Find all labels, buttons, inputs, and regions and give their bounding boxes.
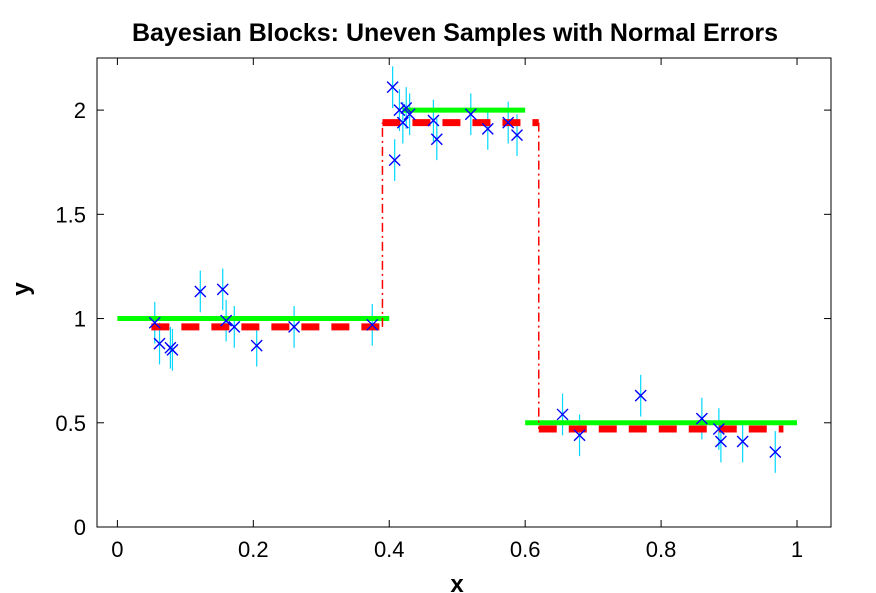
data-point	[366, 318, 379, 331]
data-point	[396, 116, 409, 129]
data-point	[430, 133, 443, 146]
data-point	[736, 435, 749, 448]
y-axis-label: y	[8, 282, 35, 296]
data-point-stroke	[400, 102, 413, 115]
data-point	[388, 154, 401, 167]
data-point	[556, 408, 569, 421]
data-point	[148, 316, 161, 329]
data-point	[634, 389, 647, 402]
data-point	[481, 122, 494, 135]
data-point-stroke	[216, 283, 229, 296]
data-point	[695, 412, 708, 425]
data-point-stroke	[573, 429, 586, 442]
data-point-stroke	[366, 318, 379, 331]
axes-box	[96, 57, 832, 528]
plot-area	[117, 66, 798, 473]
data-point	[464, 108, 477, 121]
y-tick-label: 2	[74, 98, 86, 123]
y-tick-label: 0.5	[55, 411, 86, 436]
data-point-stroke	[388, 154, 401, 167]
x-tick-label: 0.2	[238, 537, 269, 562]
data-point-stroke	[386, 81, 399, 94]
data-point	[712, 423, 725, 436]
chart-title: Bayesian Blocks: Uneven Samples with Nor…	[132, 19, 778, 47]
x-tick-label: 0.8	[646, 537, 677, 562]
data-point-stroke	[511, 129, 524, 142]
x-tick-label: 0	[111, 537, 123, 562]
data-point-stroke	[481, 122, 494, 135]
data-point-stroke	[427, 114, 440, 127]
data-point-stroke	[220, 314, 233, 327]
x-axis-label: x	[450, 571, 464, 593]
data-point	[714, 435, 727, 448]
data-point	[153, 337, 166, 350]
data-point-stroke	[250, 339, 263, 352]
data-point-stroke	[228, 320, 241, 333]
data-point-stroke	[403, 108, 416, 121]
data-point	[220, 314, 233, 327]
data-point-stroke	[714, 435, 727, 448]
x-tick-label: 0.6	[510, 537, 541, 562]
data-point	[511, 129, 524, 142]
data-point-stroke	[464, 108, 477, 121]
data-point	[216, 283, 229, 296]
data-point	[769, 445, 782, 458]
data-point-stroke	[502, 116, 515, 129]
y-tick-label: 1	[74, 307, 86, 332]
data-point-stroke	[396, 116, 409, 129]
data-point	[386, 81, 399, 94]
data-point	[502, 116, 515, 129]
data-point-stroke	[166, 343, 179, 356]
data-point-stroke	[695, 412, 708, 425]
data-point	[288, 320, 301, 333]
data-point-stroke	[288, 320, 301, 333]
data-point-stroke	[556, 408, 569, 421]
data-point	[194, 285, 207, 298]
data-point-stroke	[634, 389, 647, 402]
data-point-stroke	[769, 445, 782, 458]
data-point-stroke	[194, 285, 207, 298]
data-point-stroke	[393, 104, 406, 117]
y-tick-label: 1.5	[55, 202, 86, 227]
data-point	[228, 320, 241, 333]
data-point	[403, 108, 416, 121]
y-tick-label: 0	[74, 515, 86, 540]
data-point	[166, 343, 179, 356]
data-point	[393, 104, 406, 117]
data-point-stroke	[148, 316, 161, 329]
data-point	[400, 102, 413, 115]
data-point-stroke	[430, 133, 443, 146]
data-point-stroke	[153, 337, 166, 350]
x-tick-label: 0.4	[374, 537, 405, 562]
data-point-stroke	[712, 423, 725, 436]
data-point	[427, 114, 440, 127]
axes: 0 0.2 0.4 0.6 0.8 1 0 0.5 1 1.5 2	[55, 57, 832, 562]
data-point	[573, 429, 586, 442]
data-point	[250, 339, 263, 352]
x-tick-label: 1	[791, 537, 803, 562]
data-point-stroke	[736, 435, 749, 448]
